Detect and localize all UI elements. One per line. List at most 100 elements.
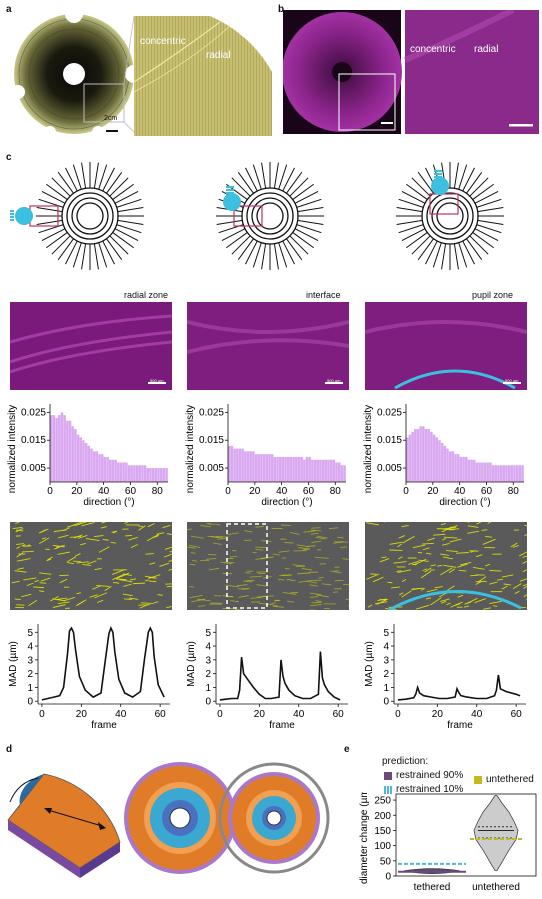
radial-spoke [441,243,447,270]
hist-bar [475,462,479,482]
hist-bar [497,465,500,482]
displacement-vector [188,544,201,548]
radial-spoke [462,240,475,265]
hist-bar [329,459,333,482]
hist-bar [515,465,519,482]
displacement-vector [124,522,130,524]
y-tick-label: 0.025 [21,407,46,418]
hist-bar [228,445,231,482]
displacement-vector [125,534,133,537]
hist-bar [467,459,471,482]
x-axis-label: direction (°) [261,497,312,508]
panel-label-b: b [278,4,285,15]
hist-bar [518,465,522,482]
displacement-vector [481,529,488,531]
hist-bar [103,456,107,482]
pupil-boundary [388,590,522,610]
hist-bar [268,454,271,482]
radial-spoke [109,235,129,255]
displacement-vector [510,542,518,548]
radial-spoke [294,228,319,241]
displacement-vector [75,600,85,607]
displacement-vector [266,603,278,607]
displacement-vector [26,582,34,587]
radial-spoke [98,164,108,190]
displacement-vector [377,598,387,602]
panel-a-radial-label: radial [206,50,231,61]
x-tick-label: 80 [152,486,164,497]
displacement-vector [440,567,453,576]
displacement-vector [21,593,32,598]
x-tick-label: 0 [395,709,401,720]
hist-bar [278,456,282,482]
hist-bar [230,445,234,482]
displacement-vector [74,522,88,526]
hist-bar [273,456,277,482]
displacement-vector [303,530,316,533]
hist-bar [92,451,96,482]
radial-spoke [106,238,123,260]
radial-spoke [297,219,324,225]
displacement-vector [437,564,443,567]
hist-bar [244,451,247,482]
schematic-radial [10,162,144,270]
radial-spoke [296,224,322,234]
radial-spoke [117,219,144,225]
radial-spoke [116,198,142,208]
displacement-vector [448,568,456,574]
concentric-ring [76,202,104,230]
displacement-vector [39,572,52,575]
category-label: tethered [414,882,451,893]
hist-bar [305,456,309,482]
y-tick-label: 3 [27,655,33,666]
displacement-vector [156,532,165,535]
hist-bar [276,456,279,482]
radial-spoke [51,177,71,197]
y-tick-label: 50 [380,856,392,867]
simulation-wedge [7,773,121,878]
radial-spoke [453,162,459,189]
y-tick-label: 4 [383,642,389,653]
stage-icon-bar [226,192,234,194]
radial-spoke [406,232,428,249]
displacement-vector [489,600,502,604]
hist-bar [303,459,306,482]
displacement-vector [11,580,20,584]
stage-icon [15,207,33,225]
displacement-vector [443,564,457,568]
displacement-vector [57,551,70,555]
displacement-vector [430,564,436,567]
y-tick-label: 0.025 [199,407,224,418]
displacement-vector [16,558,31,562]
radial-spoke [65,240,78,265]
displacement-vector [289,531,300,535]
concentric-ring [421,187,479,245]
concentric-ring [251,197,289,235]
displacement-vector [255,548,264,551]
radial-spoke [38,198,64,208]
mad-plot-radial: 0 1 2 3 4 5 0 20 40 60 frame MAD (µm) [8,624,170,730]
category-label: untethered [472,882,520,893]
displacement-vector [442,556,453,560]
displacement-vector [256,584,268,587]
radial-spoke [57,172,74,194]
displacement-vector [292,564,305,567]
hist-bar [109,459,112,482]
displacement-vector [475,581,482,585]
displacement-vector [89,594,98,598]
displacement-vector [514,590,520,594]
stage-icon [223,193,241,211]
displacement-vector [518,551,527,557]
legend-swatch-restrained-90 [384,772,392,780]
radial-spoke [398,224,424,234]
hist-bar [233,448,236,482]
displacement-vector [73,522,83,526]
hist-bar [335,462,338,482]
legend-swatch-untethered [474,776,482,784]
displacement-vector [519,578,527,582]
radial-spoke [81,243,87,270]
hist-bar [308,456,311,482]
displacement-vector [38,537,50,545]
panel-b-concentric-label: concentric [410,44,456,55]
hist-bar [125,462,128,482]
